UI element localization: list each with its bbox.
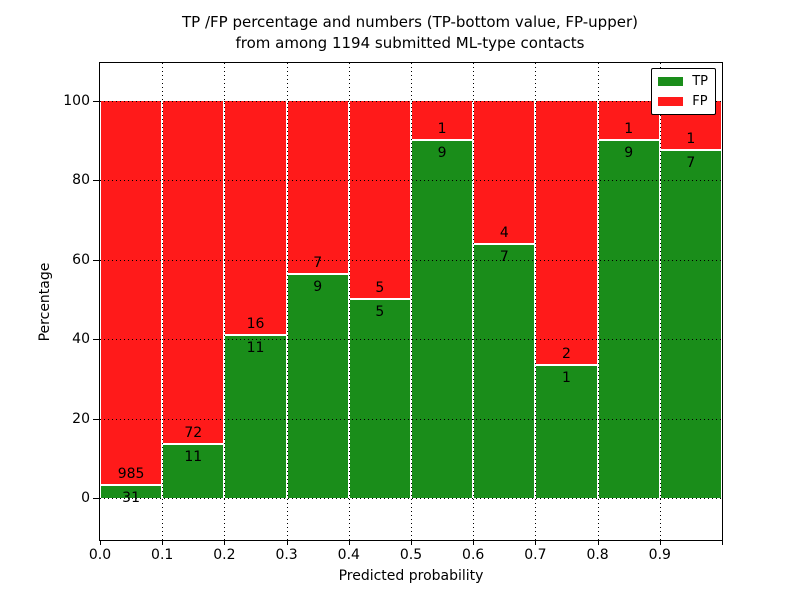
bar-segment-fp (163, 101, 224, 444)
x-tick-label: 0.9 (648, 547, 671, 563)
bar-segment-fp (474, 101, 535, 244)
bar-segment-tp (349, 299, 410, 498)
gridline-v (535, 63, 537, 540)
bar-segment-tp (287, 274, 348, 498)
chart-title: TP /FP percentage and numbers (TP-bottom… (99, 12, 721, 54)
bar-label-tp: 9 (313, 278, 323, 295)
y-tick-label: 60 (72, 251, 90, 268)
x-tick-label: 0.8 (586, 547, 609, 563)
bar-segment-tp (660, 150, 721, 498)
gridline-v (286, 63, 288, 540)
bar-segment-tp (163, 445, 224, 498)
legend-item-fp: FP (658, 94, 708, 109)
y-tick-label: 80 (72, 172, 90, 189)
x-tick (722, 540, 723, 545)
gridline-v (597, 63, 599, 540)
bar-segment-tp (225, 336, 286, 498)
y-tick (93, 180, 99, 182)
chart-title-line2: from among 1194 submitted ML-type contac… (235, 34, 585, 52)
bar-segment-fp (412, 101, 473, 139)
chart-title-line1: TP /FP percentage and numbers (TP-bottom… (182, 13, 638, 31)
x-tick (348, 540, 350, 545)
y-tick-label: 100 (63, 93, 90, 110)
bar-segment-tp (474, 245, 535, 498)
bar-label-tp: 31 (122, 489, 140, 506)
y-tick (93, 418, 99, 420)
bar-segment-tp (598, 140, 659, 498)
bar-label-tp: 11 (184, 449, 203, 466)
x-tick (286, 540, 288, 545)
bar-segment-fp (536, 101, 597, 364)
bar-segment-fp (598, 101, 659, 139)
y-axis-label: Percentage (37, 262, 53, 341)
x-tick-label: 0.0 (88, 547, 112, 563)
x-tick (473, 540, 475, 545)
plot-area: Percentage Predicted probability TP FP 9… (37, 62, 723, 584)
gridline-v (411, 63, 412, 540)
y-tick-label: 20 (72, 410, 90, 427)
legend-label-fp: FP (692, 94, 708, 109)
legend: TP FP (651, 68, 716, 115)
x-tick (224, 540, 226, 545)
y-tick (93, 259, 99, 261)
bar-segment-tp (536, 365, 597, 498)
x-tick-label: 0.7 (524, 547, 547, 563)
y-tick (93, 339, 99, 341)
bar-label-tp: 11 (246, 340, 265, 357)
x-tick (659, 540, 661, 545)
bar-label-tp: 1 (562, 369, 571, 386)
y-tick-label: 40 (72, 331, 90, 348)
bar-segment-fp (101, 101, 162, 484)
gridline-v (659, 63, 661, 540)
bar-segment-fp (349, 101, 410, 298)
legend-item-tp: TP (658, 74, 708, 89)
bar-label-fp: 1 (624, 120, 634, 137)
x-tick-label: 0.5 (399, 547, 423, 563)
fp-swatch (658, 97, 684, 106)
x-tick (597, 540, 599, 545)
x-tick (535, 540, 537, 545)
x-tick-label: 0.2 (213, 547, 236, 563)
gridline-v (473, 63, 475, 540)
x-tick-label: 0.4 (337, 547, 360, 563)
x-tick (411, 540, 412, 545)
gridline-v (348, 63, 350, 540)
x-tick-label: 0.1 (151, 547, 174, 563)
gridline-v (224, 63, 226, 540)
bar-label-tp: 5 (375, 303, 385, 320)
bar-segment-fp (287, 101, 348, 273)
bar-label-tp: 7 (686, 154, 696, 171)
bar-label-fp: 2 (562, 345, 571, 362)
bar-label-fp: 4 (499, 225, 509, 242)
x-tick (162, 540, 164, 545)
x-axis-label: Predicted probability (338, 568, 484, 584)
legend-label-tp: TP (692, 74, 708, 89)
x-tick (100, 540, 101, 545)
bar-segment-fp (225, 101, 286, 335)
tp-swatch (658, 77, 684, 86)
bar-label-fp: 72 (184, 425, 203, 442)
bar-label-fp: 5 (375, 279, 385, 296)
x-tick-label: 0.3 (275, 547, 298, 563)
bar-label-fp: 7 (313, 254, 323, 271)
bar-segment-tp (101, 485, 162, 498)
bar-label-tp: 7 (499, 249, 509, 266)
bar-label-fp: 985 (117, 465, 145, 482)
y-tick (93, 101, 99, 103)
bar-label-fp: 1 (686, 130, 696, 147)
gridline-v (162, 63, 164, 540)
bar-segment-tp (412, 140, 473, 498)
y-tick (93, 497, 99, 499)
bar-label-fp: 1 (437, 120, 447, 137)
x-tick-label: 0.6 (462, 547, 485, 563)
y-tick-label: 0 (81, 489, 90, 506)
bar-label-tp: 9 (437, 144, 447, 161)
bar-label-fp: 16 (246, 316, 265, 333)
bar-label-tp: 9 (624, 144, 634, 161)
